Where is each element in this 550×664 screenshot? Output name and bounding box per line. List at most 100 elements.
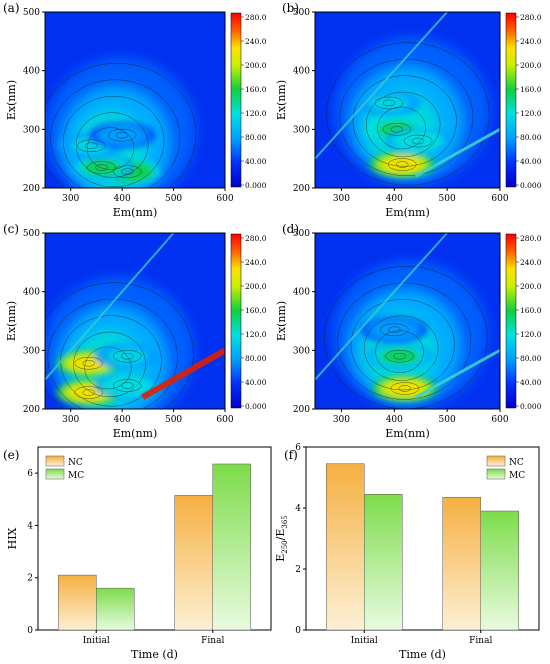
- colorbar-gradient: [505, 12, 517, 188]
- eem-contour-line: [398, 385, 412, 392]
- eem-contour-line: [86, 127, 135, 170]
- x-axis-label: Em(nm): [385, 206, 430, 219]
- panel-label: (a): [3, 1, 20, 15]
- eem-contour-line: [382, 123, 412, 136]
- x-tick-label: Final: [469, 636, 492, 646]
- y-tick-label: 2: [295, 565, 301, 575]
- panel-label: (d): [282, 222, 299, 236]
- eem-contour-line: [84, 346, 132, 390]
- eem-contour-line: [85, 142, 98, 150]
- legend-swatch-mc: [486, 468, 506, 480]
- x-tick-label: 600: [491, 415, 508, 425]
- colorbar-tick-label: 80.00: [520, 133, 542, 142]
- colorbar-tick-label: 0.000: [520, 402, 542, 411]
- eem-scatter-lines: [315, 12, 500, 178]
- eem-contour-line: [121, 168, 134, 175]
- eem-contours: [326, 42, 490, 186]
- x-tick-label: 600: [216, 415, 233, 425]
- eem-plot-area: [315, 233, 500, 409]
- eem-contour-line: [352, 75, 457, 167]
- eem-contour-line: [374, 96, 404, 110]
- eem-contour-line: [74, 356, 103, 370]
- eem-contour-line: [365, 91, 441, 158]
- y-tick-label: 0: [295, 626, 301, 636]
- eem-frame: [44, 232, 226, 410]
- colorbar-tick-label: 280.0: [520, 13, 542, 22]
- eem-contour-line: [95, 164, 108, 171]
- colorbar-tick-label: 240.0: [520, 37, 542, 46]
- eem-contour-line: [121, 382, 134, 389]
- colorbar-tick-label: 120.0: [245, 109, 267, 118]
- eem-contour-line: [350, 299, 455, 391]
- eem-contour-line: [113, 165, 142, 178]
- x-tick-label: Initial: [351, 636, 378, 646]
- colorbar-tick-label: 160.0: [245, 85, 267, 94]
- first-order-scatter-line: [315, 233, 448, 381]
- eem-contour-line: [74, 386, 103, 399]
- y-tick-label: 6: [295, 443, 301, 453]
- y-tick-label: 200: [23, 405, 40, 415]
- x-tick-label: 300: [333, 194, 350, 204]
- colorbar-tick-label: 160.0: [245, 306, 267, 315]
- colorbar: 280.0 240.0 200.0 160.0 120.0 80.00 40.00 0.000: [505, 12, 542, 190]
- x-tick-label: 600: [491, 194, 508, 204]
- legend-swatch-nc: [45, 455, 65, 467]
- colorbar-tick-label: 200.0: [245, 282, 267, 291]
- bar-mc-initial: [96, 587, 135, 631]
- first-order-scatter-line: [315, 12, 448, 160]
- eem-contour-line: [395, 161, 409, 168]
- eem-contour-line: [113, 379, 142, 392]
- colorbar-tick-label: 240.0: [245, 258, 267, 267]
- colorbar-tick-label: 40.00: [245, 157, 267, 166]
- legend-swatch-mc: [45, 468, 65, 480]
- legend: NC MC: [486, 455, 525, 481]
- eem-contour-line: [107, 128, 137, 142]
- y-tick-label: 4: [27, 521, 33, 531]
- y-tick-label: 4: [295, 504, 301, 514]
- bar-mc-final: [212, 463, 251, 631]
- bar-nc-initial: [58, 574, 97, 631]
- colorbar-tick-label: 280.0: [245, 13, 267, 22]
- eem-contour-line: [77, 139, 106, 153]
- eem-contour-line: [380, 323, 409, 337]
- eem-panel-2: 300 400 500 600 200 300 400 500 Em(nm) Ex(nm) (b) 2…: [275, 1, 542, 219]
- eem-contour-line: [403, 134, 433, 148]
- eem-plot-area: [315, 12, 500, 186]
- eem-contour-line: [113, 349, 142, 363]
- x-tick-label: 400: [114, 194, 131, 204]
- y-tick-label: 300: [293, 346, 310, 356]
- x-tick-label: 300: [333, 415, 350, 425]
- colorbar-tick-label: 200.0: [245, 61, 267, 70]
- bar-chart-e: Initial Final 0 2 4 6 Time (d) HIX (e) NC MC: [3, 446, 272, 661]
- eem-contour-line: [82, 389, 95, 396]
- colorbar-tick-label: 240.0: [245, 37, 267, 46]
- y-tick-label: 400: [293, 67, 310, 77]
- y-axis-label: Ex(nm): [275, 80, 288, 120]
- eem-contour-line: [75, 112, 149, 178]
- colorbar-tick-label: 120.0: [520, 330, 542, 339]
- colorbar-tick-label: 40.00: [520, 157, 542, 166]
- x-tick-label: 400: [114, 415, 131, 425]
- eem-contour-line: [45, 282, 194, 409]
- eem-plot-area: [45, 57, 197, 188]
- bar-chart-f: Initial Final 0 2 4 6 Time (d) E250/E365 (f) NC MC: [274, 443, 540, 661]
- bar-mc-final: [480, 510, 519, 631]
- x-tick-label: 500: [165, 194, 182, 204]
- y-tick-label: 300: [23, 346, 40, 356]
- eem-contour-line: [363, 315, 439, 381]
- colorbar-tick-label: 280.0: [520, 234, 542, 243]
- colorbar-gradient: [230, 12, 242, 188]
- colorbar-tick-label: 120.0: [520, 109, 542, 118]
- y-tick-label: 2: [27, 574, 33, 584]
- x-tick-label: 400: [386, 415, 403, 425]
- eem-contour-line: [45, 62, 197, 188]
- eem-contour-line: [375, 330, 424, 374]
- x-tick-label: 500: [439, 415, 456, 425]
- eem-panel-4: 300 400 500 600 200 300 400 500 Em(nm) Ex(nm) (d) 2…: [275, 222, 542, 440]
- x-axis-label: Em(nm): [385, 427, 430, 440]
- y-tick-label: 400: [23, 67, 40, 77]
- colorbar: 280.0 240.0 200.0 160.0 120.0 80.00 40.00 0.000: [505, 233, 542, 411]
- x-tick-label: 300: [62, 194, 79, 204]
- x-axis-label: Time (d): [131, 648, 178, 661]
- second-order-scatter-line: [414, 128, 500, 178]
